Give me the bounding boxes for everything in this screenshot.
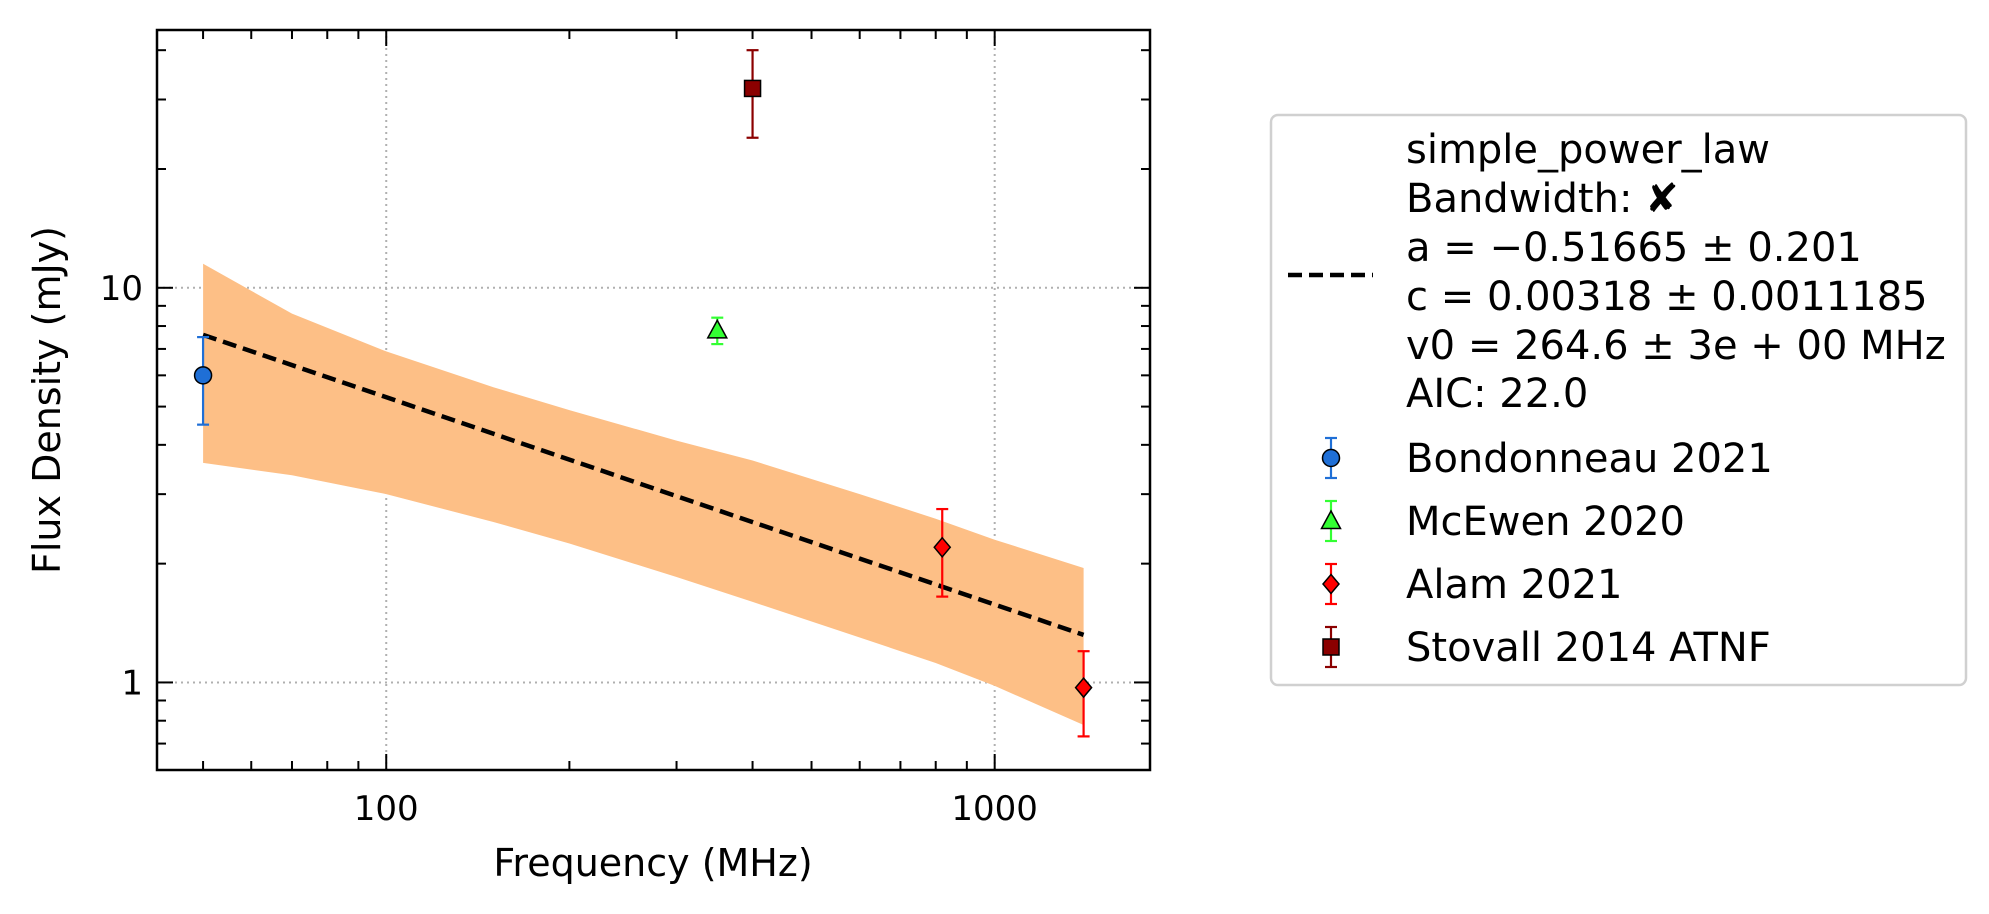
- data-point-marker: [706, 318, 729, 339]
- legend-marker: [1322, 638, 1340, 656]
- legend-fit-v0: v0 = 264.6 ± 3e + 00 MHz: [1406, 323, 1946, 369]
- data-point-marker: [1074, 677, 1093, 699]
- tick-labels: 100 1000 1 10: [100, 269, 1038, 829]
- legend-fit-model: simple_power_law: [1406, 127, 1770, 173]
- y-tick-label: 1: [121, 663, 143, 703]
- legend-marker: [1321, 448, 1341, 468]
- x-tick-label: 100: [354, 789, 419, 829]
- plot-frame: [155, 28, 1152, 772]
- y-tick-label: 10: [100, 269, 143, 309]
- y-axis-label: Flux Density (mJy): [25, 226, 69, 574]
- data-point-marker: [193, 366, 213, 385]
- legend-marker: [1320, 509, 1342, 530]
- legend-frame: [1269, 113, 1968, 687]
- legend-fit-c: c = 0.00318 ± 0.0011185: [1406, 274, 1928, 320]
- legend-series-label: Bondonneau 2021: [1406, 436, 1773, 482]
- legend-fit-a: a = −0.51665 ± 0.201: [1406, 225, 1862, 271]
- legend-series-label: Stovall 2014 ATNF: [1406, 625, 1771, 671]
- legend-fit-bandwidth: Bandwidth: ✘: [1406, 176, 1679, 222]
- legend: simple_power_law Bandwidth: ✘ a = −0.516…: [1269, 113, 1968, 687]
- x-axis-label: Frequency (MHz): [493, 841, 812, 885]
- data-point-marker: [933, 536, 952, 558]
- legend-fit-aic: AIC: 22.0: [1406, 371, 1588, 417]
- x-tick-label: 1000: [951, 789, 1038, 829]
- legend-marker: [1322, 573, 1340, 595]
- fit-uncertainty-band: [203, 263, 1084, 725]
- axis-ticks: [157, 30, 1150, 771]
- data-points: [193, 49, 1093, 738]
- fit-line: [202, 332, 1085, 637]
- data-point-marker: [743, 79, 762, 98]
- legend-series-label: Alam 2021: [1406, 562, 1622, 608]
- legend-series-entries: Bondonneau 2021 McEwen 2020 Alam 2021 Stova…: [1320, 436, 1773, 671]
- legend-series-label: McEwen 2020: [1406, 499, 1685, 545]
